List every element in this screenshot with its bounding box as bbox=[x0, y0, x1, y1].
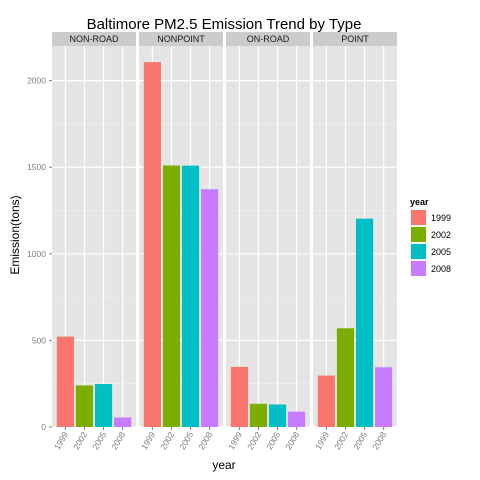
x-tick-label: 1999 bbox=[226, 430, 244, 452]
bar-non-road-2002 bbox=[75, 385, 94, 427]
facet-panel-non-road: NON-ROAD 1999 2002 2005 2008 bbox=[52, 32, 136, 451]
bar-point-2008 bbox=[375, 367, 393, 427]
legend-label-1999: 1999 bbox=[431, 213, 451, 223]
panel-background bbox=[226, 46, 310, 427]
legend-label-2008: 2008 bbox=[431, 264, 451, 274]
facet-strip-label: ON-ROAD bbox=[247, 34, 290, 44]
bar-nonpoint-2002 bbox=[162, 165, 181, 427]
facet-strip bbox=[139, 32, 223, 46]
chart-title: Baltimore PM2.5 Emission Trend by Type bbox=[87, 16, 362, 33]
bar-on-road-2005 bbox=[268, 404, 287, 427]
facet-strip-label: NON-ROAD bbox=[70, 34, 119, 44]
x-tick-label: 2002 bbox=[158, 430, 176, 452]
bar-point-1999 bbox=[317, 375, 335, 427]
bar-point-2005 bbox=[355, 218, 374, 427]
legend-label-2005: 2005 bbox=[431, 247, 451, 257]
facet-panel-on-road: ON-ROAD 1999 2002 2005 2008 bbox=[226, 32, 310, 451]
x-tick-label: 2005 bbox=[90, 430, 108, 452]
legend-label-2002: 2002 bbox=[431, 230, 451, 240]
y-axis-title: Emission(tons) bbox=[8, 195, 22, 274]
x-tick-label: 2008 bbox=[283, 430, 301, 452]
x-tick-label: 2008 bbox=[370, 430, 388, 452]
y-axis: 0 500 1000 1500 2000 bbox=[27, 76, 52, 432]
bar-nonpoint-2005 bbox=[181, 165, 200, 427]
y-tick-label: 500 bbox=[32, 335, 46, 345]
bar-on-road-1999 bbox=[230, 366, 248, 427]
y-tick-label: 2000 bbox=[27, 76, 46, 86]
x-axis-title: year bbox=[212, 458, 235, 472]
bar-on-road-2002 bbox=[249, 403, 268, 427]
legend-swatch-2002 bbox=[411, 227, 426, 242]
facet-strip bbox=[226, 32, 310, 46]
legend-swatch-1999 bbox=[411, 210, 426, 225]
bar-nonpoint-2008 bbox=[201, 189, 219, 427]
x-tick-label: 1999 bbox=[52, 430, 70, 452]
x-tick-label: 2008 bbox=[109, 430, 127, 452]
x-tick-label: 2002 bbox=[245, 430, 263, 452]
y-tick-label: 0 bbox=[41, 422, 46, 432]
bar-point-2002 bbox=[336, 328, 355, 427]
y-tick-label: 1500 bbox=[27, 162, 46, 172]
x-tick-label: 2005 bbox=[177, 430, 195, 452]
bar-non-road-1999 bbox=[56, 336, 74, 427]
panel-background bbox=[313, 46, 397, 427]
x-tick-label: 1999 bbox=[139, 430, 157, 452]
legend-swatch-2005 bbox=[411, 244, 426, 259]
facet-panel-point: POINT 1999 2002 2005 2008 bbox=[313, 32, 397, 451]
legend-title: year bbox=[410, 197, 429, 207]
y-tick-label: 1000 bbox=[27, 249, 46, 259]
facet-strip-label: NONPOINT bbox=[157, 34, 205, 44]
x-tick-label: 2005 bbox=[264, 430, 282, 452]
legend-swatch-2008 bbox=[411, 261, 426, 276]
facet-panel-nonpoint: NONPOINT 1999 2002 2005 2008 bbox=[139, 32, 223, 451]
x-tick-label: 2005 bbox=[351, 430, 369, 452]
facet-strip-label: POINT bbox=[341, 34, 369, 44]
x-tick-label: 2002 bbox=[332, 430, 350, 452]
facet-strip bbox=[313, 32, 397, 46]
facet-strip bbox=[52, 32, 136, 46]
bar-on-road-2008 bbox=[288, 411, 306, 427]
bar-non-road-2005 bbox=[94, 384, 113, 427]
bar-non-road-2008 bbox=[114, 417, 132, 427]
x-tick-label: 1999 bbox=[313, 430, 331, 452]
x-tick-label: 2008 bbox=[196, 430, 214, 452]
x-tick-label: 2002 bbox=[71, 430, 89, 452]
bar-nonpoint-1999 bbox=[143, 62, 161, 428]
